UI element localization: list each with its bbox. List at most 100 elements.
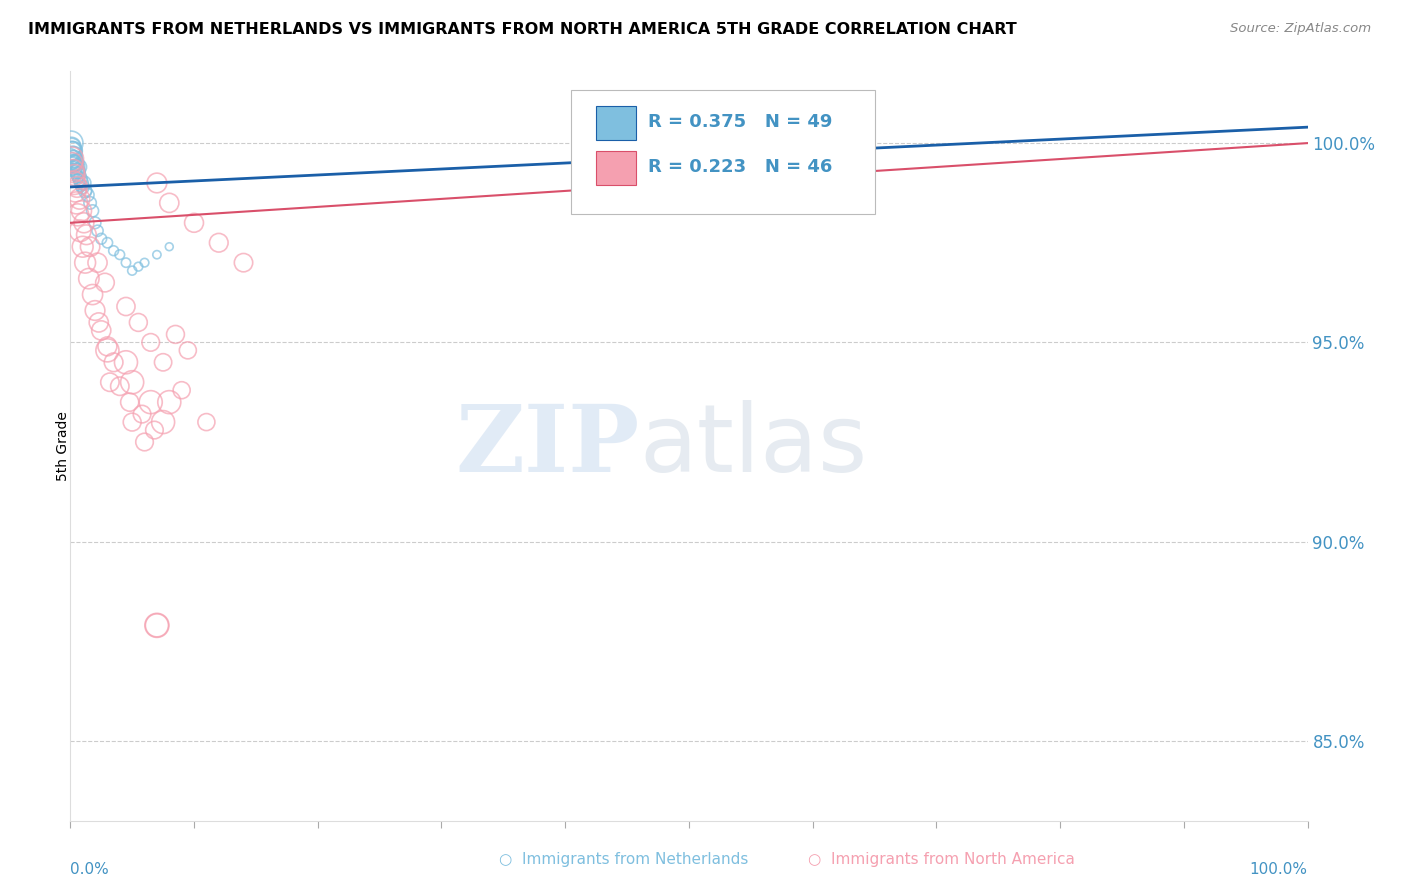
Point bbox=[75, 184, 97, 198]
Point bbox=[86, 255, 108, 269]
Text: R = 0.223   N = 46: R = 0.223 N = 46 bbox=[648, 158, 832, 176]
Point bbox=[60, 144, 83, 158]
FancyBboxPatch shape bbox=[596, 151, 636, 186]
Point bbox=[177, 343, 200, 358]
Point bbox=[146, 176, 169, 190]
Point bbox=[82, 203, 104, 218]
Point bbox=[65, 156, 87, 170]
Point bbox=[73, 216, 96, 230]
Point bbox=[60, 152, 83, 166]
Point bbox=[134, 435, 156, 450]
Point bbox=[59, 136, 82, 150]
Point bbox=[115, 255, 138, 269]
Point bbox=[152, 415, 174, 429]
Point bbox=[75, 184, 97, 198]
Point bbox=[195, 415, 218, 429]
Point bbox=[66, 172, 89, 186]
Point bbox=[70, 176, 93, 190]
Point bbox=[62, 152, 84, 166]
Point bbox=[75, 255, 97, 269]
Point bbox=[170, 383, 193, 397]
Text: 100.0%: 100.0% bbox=[1250, 862, 1308, 877]
Point bbox=[75, 227, 97, 242]
Point bbox=[157, 395, 180, 409]
Text: Source: ZipAtlas.com: Source: ZipAtlas.com bbox=[1230, 22, 1371, 36]
Point bbox=[63, 176, 86, 190]
Point bbox=[157, 195, 180, 210]
Point bbox=[60, 156, 83, 170]
Point bbox=[108, 379, 131, 393]
Point bbox=[96, 339, 118, 353]
Point bbox=[62, 156, 84, 170]
Point bbox=[67, 168, 90, 182]
Point bbox=[63, 156, 86, 170]
Point bbox=[134, 255, 156, 269]
Point bbox=[139, 395, 162, 409]
Point bbox=[127, 315, 149, 329]
Point bbox=[65, 164, 87, 178]
Point bbox=[103, 244, 125, 258]
Point bbox=[69, 192, 91, 206]
Point bbox=[84, 216, 107, 230]
Point bbox=[65, 160, 87, 174]
Point bbox=[121, 415, 143, 429]
Point bbox=[82, 287, 104, 301]
Point bbox=[66, 164, 89, 178]
Point bbox=[66, 180, 89, 194]
Point bbox=[69, 224, 91, 238]
Point bbox=[146, 248, 169, 262]
Point bbox=[84, 303, 107, 318]
Point bbox=[60, 144, 83, 158]
Point bbox=[66, 208, 89, 222]
Point bbox=[79, 240, 101, 254]
Point bbox=[65, 195, 87, 210]
Point bbox=[69, 172, 91, 186]
Point bbox=[62, 164, 84, 178]
Point bbox=[66, 160, 89, 174]
Point bbox=[146, 618, 169, 632]
Point bbox=[118, 395, 141, 409]
Point bbox=[96, 343, 118, 358]
Point bbox=[98, 376, 121, 390]
Point bbox=[69, 176, 91, 190]
Point bbox=[165, 327, 187, 342]
Point bbox=[62, 148, 84, 162]
Point bbox=[87, 315, 110, 329]
Point bbox=[77, 271, 100, 285]
Point bbox=[72, 240, 94, 254]
Point bbox=[65, 184, 87, 198]
Point bbox=[63, 160, 86, 174]
Point bbox=[108, 248, 131, 262]
Point bbox=[208, 235, 231, 250]
Text: IMMIGRANTS FROM NETHERLANDS VS IMMIGRANTS FROM NORTH AMERICA 5TH GRADE CORRELATI: IMMIGRANTS FROM NETHERLANDS VS IMMIGRANT… bbox=[28, 22, 1017, 37]
Point bbox=[90, 232, 112, 246]
FancyBboxPatch shape bbox=[596, 106, 636, 140]
Point bbox=[157, 240, 180, 254]
Point bbox=[62, 148, 84, 162]
Point bbox=[143, 423, 166, 437]
Point bbox=[127, 260, 149, 274]
Point bbox=[121, 376, 143, 390]
Point bbox=[65, 164, 87, 178]
Point bbox=[131, 407, 153, 421]
Text: 0.0%: 0.0% bbox=[70, 862, 110, 877]
Point bbox=[76, 188, 98, 202]
Point bbox=[67, 160, 90, 174]
Y-axis label: 5th Grade: 5th Grade bbox=[56, 411, 70, 481]
Point bbox=[96, 235, 118, 250]
Point bbox=[146, 618, 169, 632]
Point bbox=[232, 255, 254, 269]
Point bbox=[72, 180, 94, 194]
Point bbox=[79, 195, 101, 210]
Point bbox=[115, 355, 138, 369]
Point bbox=[69, 180, 91, 194]
Point bbox=[60, 140, 83, 154]
Point bbox=[90, 323, 112, 337]
Text: ZIP: ZIP bbox=[456, 401, 640, 491]
FancyBboxPatch shape bbox=[571, 90, 875, 214]
Point bbox=[73, 176, 96, 190]
Point bbox=[183, 216, 205, 230]
Point bbox=[60, 140, 83, 154]
Point bbox=[152, 355, 174, 369]
Point bbox=[63, 152, 86, 166]
